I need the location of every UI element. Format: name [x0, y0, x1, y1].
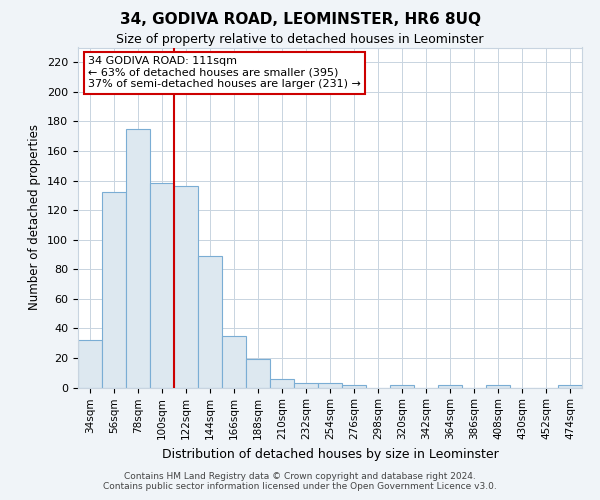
Bar — [78, 340, 102, 388]
X-axis label: Distribution of detached houses by size in Leominster: Distribution of detached houses by size … — [161, 448, 499, 460]
Bar — [102, 192, 126, 388]
Bar — [294, 383, 318, 388]
Text: Contains HM Land Registry data © Crown copyright and database right 2024.
Contai: Contains HM Land Registry data © Crown c… — [103, 472, 497, 491]
Bar — [342, 384, 366, 388]
Y-axis label: Number of detached properties: Number of detached properties — [28, 124, 41, 310]
Text: Size of property relative to detached houses in Leominster: Size of property relative to detached ho… — [116, 32, 484, 46]
Bar — [558, 384, 582, 388]
Bar — [486, 384, 510, 388]
Text: 34 GODIVA ROAD: 111sqm
← 63% of detached houses are smaller (395)
37% of semi-de: 34 GODIVA ROAD: 111sqm ← 63% of detached… — [88, 56, 361, 89]
Bar — [222, 336, 246, 388]
Bar — [198, 256, 222, 388]
Text: 34, GODIVA ROAD, LEOMINSTER, HR6 8UQ: 34, GODIVA ROAD, LEOMINSTER, HR6 8UQ — [119, 12, 481, 28]
Bar — [150, 184, 174, 388]
Bar — [438, 384, 462, 388]
Bar — [126, 129, 150, 388]
Bar — [318, 383, 342, 388]
Bar — [246, 360, 270, 388]
Bar — [270, 378, 294, 388]
Bar — [390, 384, 414, 388]
Bar — [174, 186, 198, 388]
